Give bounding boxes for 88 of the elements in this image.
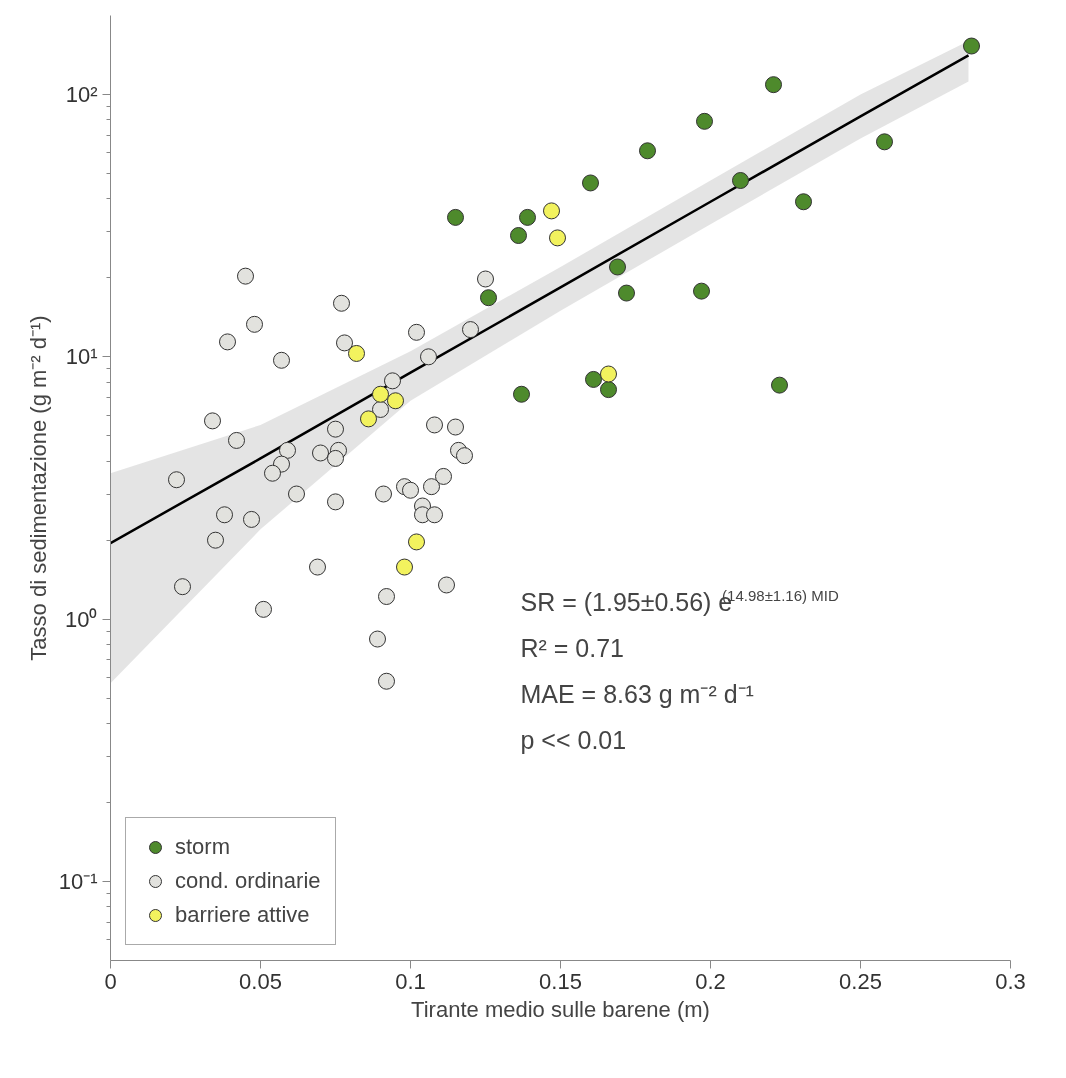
point (204, 412, 221, 430)
point (693, 282, 710, 300)
point (384, 372, 401, 390)
point (348, 344, 365, 362)
point (585, 370, 602, 388)
point (360, 410, 377, 428)
point (378, 588, 395, 605)
x-tick-label: 0.1 (395, 968, 426, 994)
point (696, 112, 713, 130)
point (372, 385, 389, 403)
legend-label: storm (175, 834, 230, 860)
y-tick-label: 10² (65, 81, 98, 107)
y-tick-label: 10⁰ (65, 606, 98, 632)
point (480, 289, 497, 307)
y-tick-label: 10¹ (65, 344, 98, 370)
point (387, 392, 404, 410)
point (426, 506, 443, 524)
point (438, 576, 455, 594)
point (423, 478, 440, 496)
point (207, 531, 224, 549)
point (456, 447, 473, 465)
point (600, 381, 617, 399)
x-axis-title: Tirante medio sulle barene (m) (411, 996, 710, 1022)
point (375, 485, 392, 503)
annotation: SR = (1.95±0.56) e(14.98±1.16) MID (520, 586, 839, 616)
point (309, 558, 326, 576)
point (255, 600, 272, 618)
point (174, 578, 191, 596)
annotation: p << 0.01 (520, 725, 627, 754)
point (312, 444, 329, 462)
point (279, 441, 296, 459)
point (246, 315, 263, 333)
point (228, 431, 245, 449)
x-tick-label: 0.2 (695, 968, 726, 994)
point (609, 258, 626, 276)
point (237, 267, 254, 285)
y-axis-title: Tasso di sedimentazione (g m⁻² d⁻¹) (25, 315, 51, 661)
point (447, 208, 464, 226)
point (549, 229, 566, 247)
point (510, 227, 527, 244)
point (477, 270, 494, 288)
point (447, 418, 464, 436)
point (327, 449, 344, 467)
point (513, 385, 530, 403)
point (426, 416, 443, 434)
point (876, 133, 893, 151)
point (336, 334, 353, 352)
point (582, 174, 599, 192)
point (288, 485, 305, 503)
point (369, 630, 386, 648)
point (168, 471, 185, 489)
point (408, 533, 425, 551)
point (327, 493, 344, 511)
point (396, 558, 413, 576)
x-tick-label: 0.25 (839, 968, 882, 994)
point (639, 142, 656, 160)
annotation: MAE = 8.63 g m⁻² d⁻¹ (520, 679, 754, 708)
point (765, 76, 782, 94)
y-tick-label: 10⁻¹ (58, 869, 98, 895)
point (219, 333, 236, 351)
point (435, 467, 452, 485)
point (327, 420, 344, 438)
point (795, 193, 812, 211)
point (408, 323, 425, 341)
point (264, 464, 281, 482)
point (420, 348, 437, 366)
annotation: R² = 0.71 (520, 633, 625, 662)
point (243, 510, 260, 528)
point (963, 37, 980, 55)
point (372, 400, 389, 418)
point (732, 172, 749, 189)
point (543, 202, 560, 220)
x-tick-label: 0 (104, 968, 117, 994)
point (402, 481, 419, 499)
x-tick-label: 0.15 (539, 968, 582, 994)
point (216, 506, 233, 524)
legend-label: cond. ordinarie (175, 868, 321, 894)
legend-label: barriere attive (175, 902, 310, 928)
point (333, 294, 350, 312)
point (600, 365, 617, 383)
point (519, 208, 536, 226)
point (771, 376, 788, 394)
point (462, 321, 479, 339)
point (378, 672, 395, 690)
point (618, 284, 635, 302)
x-tick-label: 0.3 (995, 968, 1026, 994)
x-tick-label: 0.05 (239, 968, 282, 994)
point (273, 351, 290, 369)
